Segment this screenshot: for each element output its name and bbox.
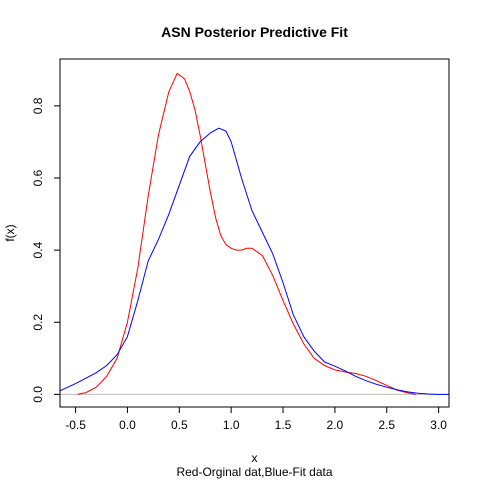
x-axis: -0.5 0.0 0.5 1.0 1.5 2.0 2.5 3.0 xyxy=(65,407,447,432)
x-tick-label: 0.0 xyxy=(119,418,136,432)
x-tick-label: -0.5 xyxy=(65,418,86,432)
y-axis: 0.0 0.2 0.4 0.6 0.8 xyxy=(31,97,60,403)
y-axis-label: f(x) xyxy=(3,224,17,241)
x-axis-label: x xyxy=(252,451,258,465)
x-tick-label: 0.5 xyxy=(171,418,188,432)
x-tick-label: 1.0 xyxy=(223,418,240,432)
y-tick-label: 0.4 xyxy=(31,241,45,258)
y-tick-label: 0.6 xyxy=(31,169,45,186)
series-line-1 xyxy=(77,72,416,395)
x-tick-label: 2.0 xyxy=(327,418,344,432)
x-axis-sublabel: Red-Orginal dat,Blue-Fit data xyxy=(176,465,332,479)
y-tick-label: 0.2 xyxy=(31,314,45,331)
plot-layer xyxy=(60,72,449,395)
x-tick-label: 2.5 xyxy=(378,418,395,432)
y-tick-label: 0.0 xyxy=(31,386,45,403)
series-line-2 xyxy=(60,127,449,395)
plot-frame xyxy=(59,58,450,408)
chart-title: ASN Posterior Predictive Fit xyxy=(161,24,348,40)
y-tick-label: 0.8 xyxy=(31,97,45,114)
x-tick-label: 3.0 xyxy=(430,418,447,432)
x-tick-label: 1.5 xyxy=(275,418,292,432)
